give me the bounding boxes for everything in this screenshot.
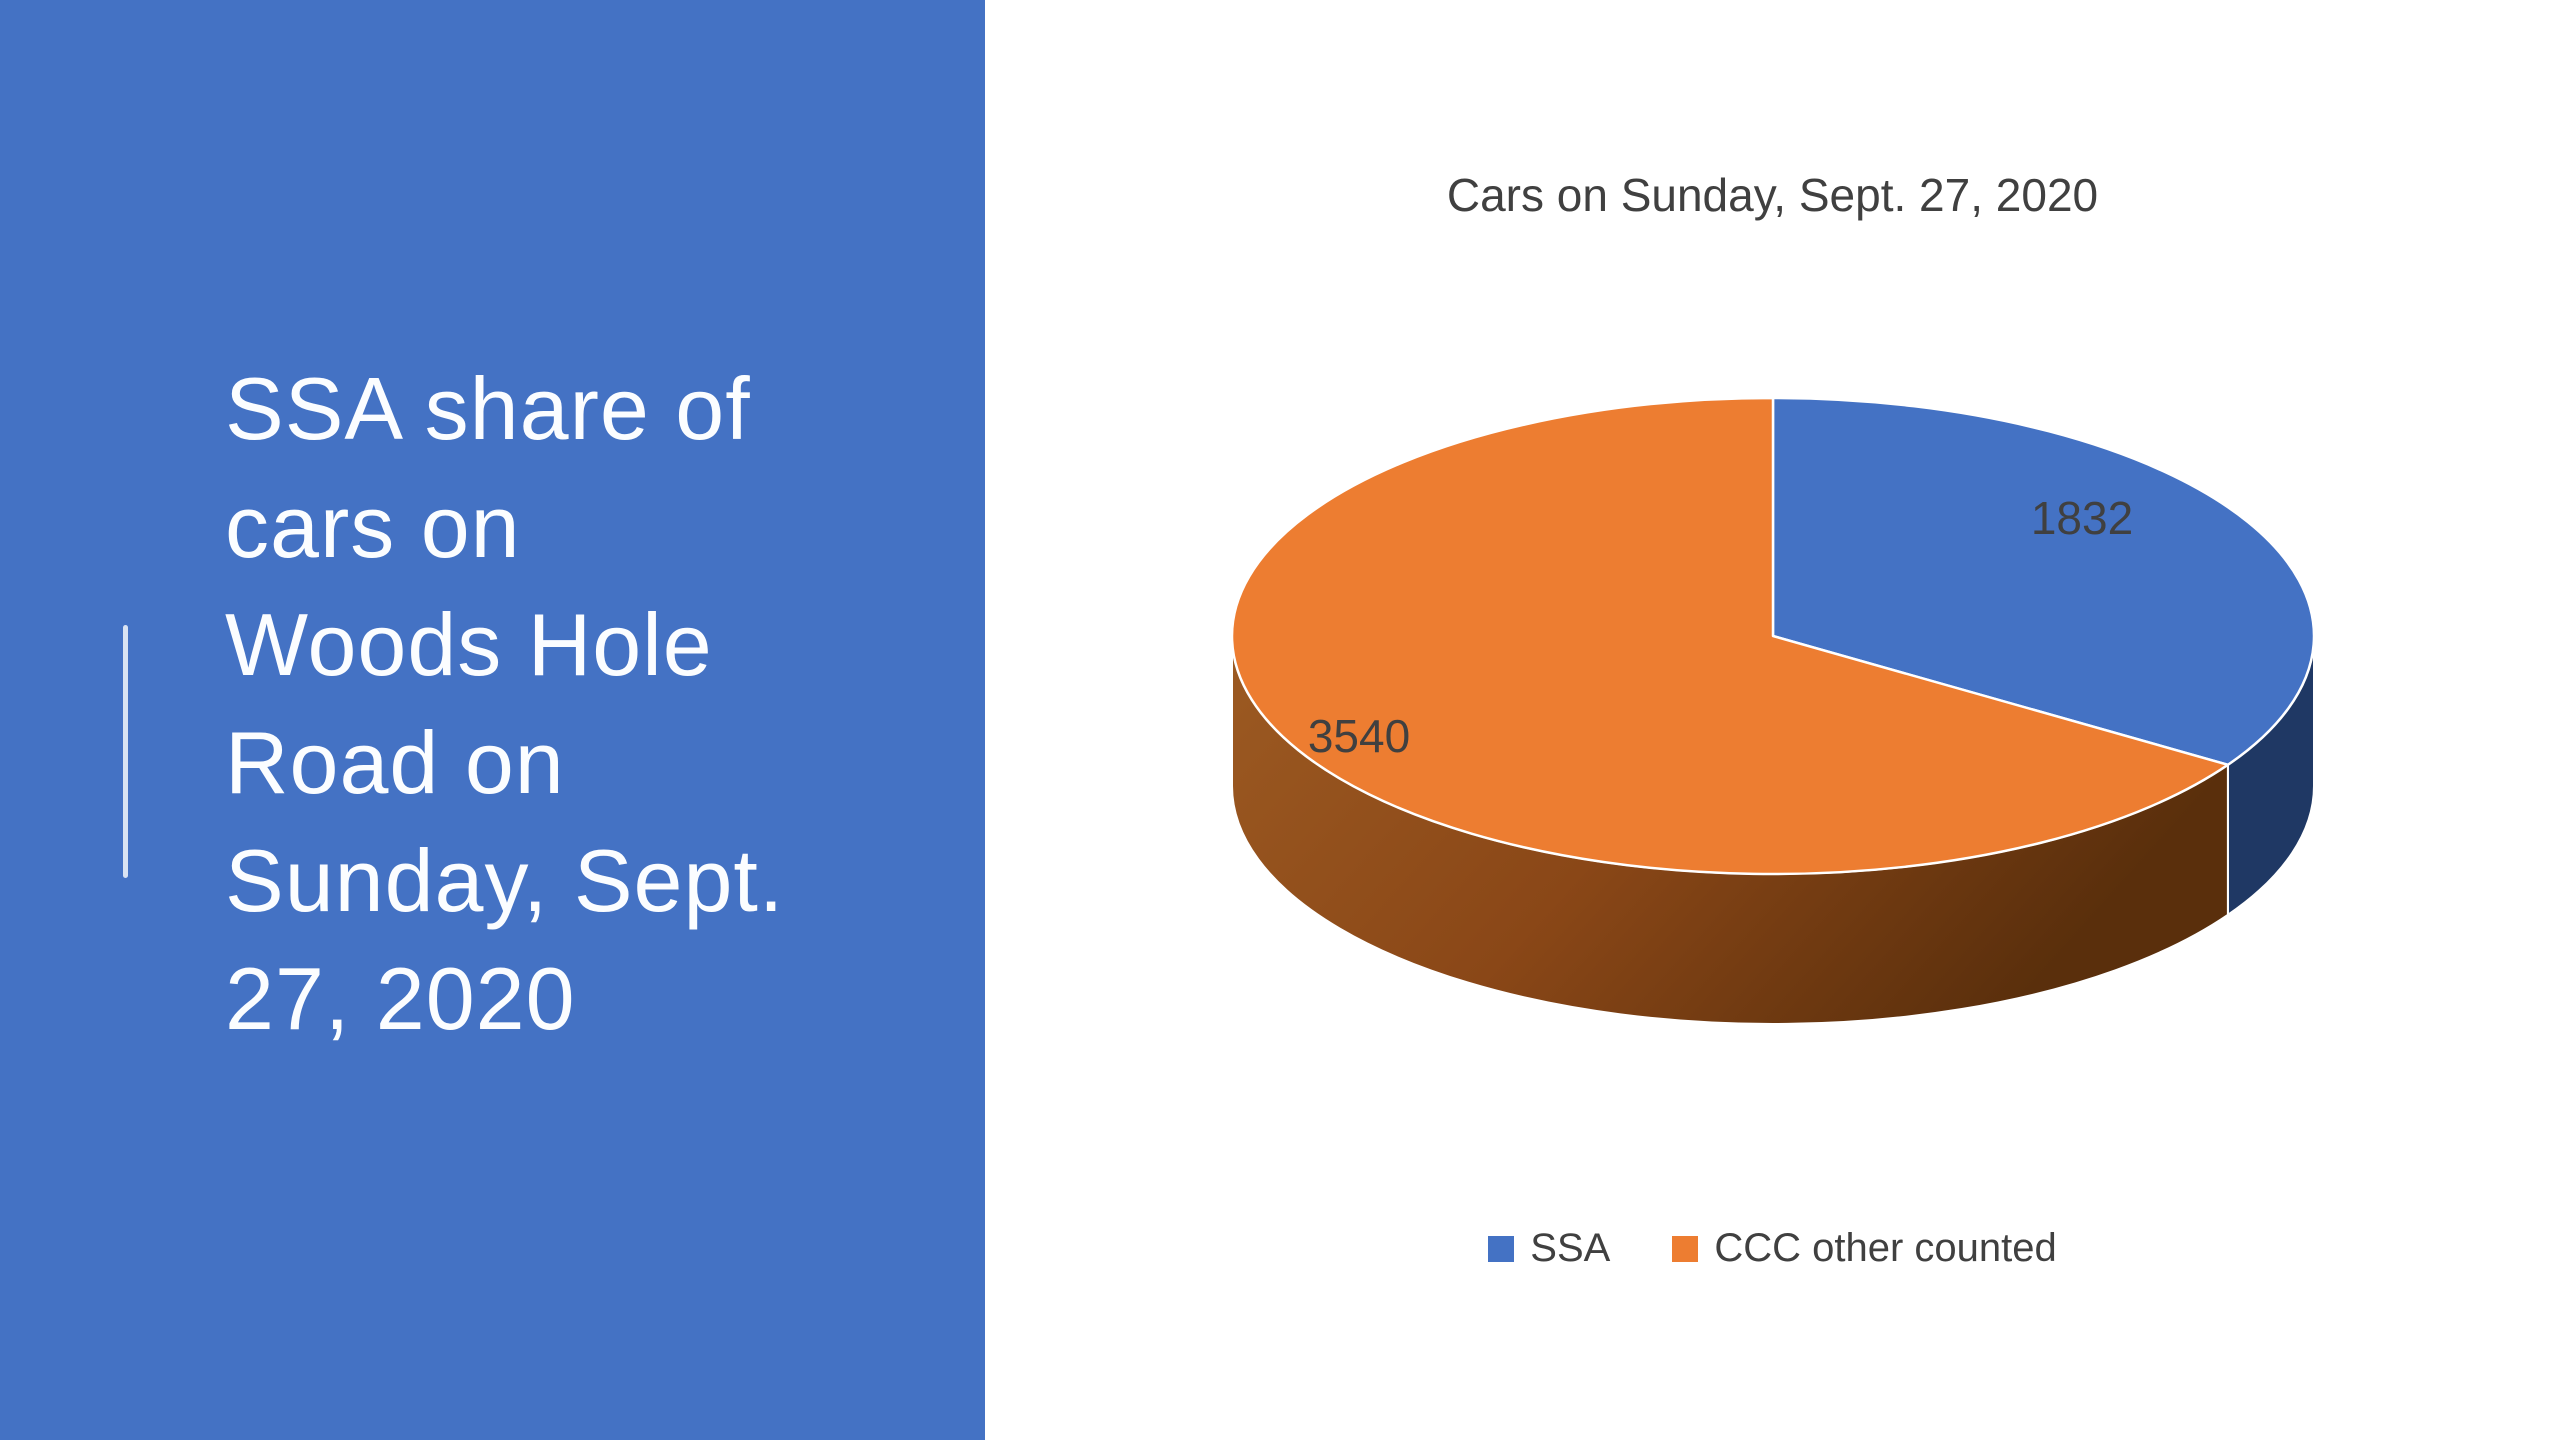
slide-title-line: SSA share of [225, 359, 751, 458]
slide-title-line: Road on [225, 713, 565, 812]
pie-chart: 1832 3540 [1230, 396, 2316, 1025]
title-accent-bar [123, 625, 128, 878]
legend-item-ccc-other-counted: CCC other counted [1672, 1226, 2057, 1271]
slide-title: SSA share of cars on Woods Hole Road on … [225, 350, 784, 1058]
legend-label-ssa: SSA [1530, 1226, 1611, 1270]
pie-slice-ccc-other-counted [1230, 396, 2230, 876]
legend-swatch-ssa [1488, 1235, 1515, 1262]
slide-title-line: cars on [225, 477, 521, 576]
slide-title-line: 27, 2020 [225, 949, 576, 1048]
pie-data-label-ccc-other-counted: 3540 [1308, 710, 1410, 762]
legend-label-ccc-other-counted: CCC other counted [1714, 1226, 2057, 1270]
title-panel: SSA share of cars on Woods Hole Road on … [0, 0, 985, 1440]
legend-swatch-ccc-other-counted [1672, 1235, 1699, 1262]
legend-item-ssa: SSA [1488, 1226, 1610, 1271]
slide-title-line: Woods Hole [225, 595, 713, 694]
chart-title: Cars on Sunday, Sept. 27, 2020 [1446, 169, 2099, 221]
chart-legend: SSA CCC other counted [985, 1226, 2560, 1271]
chart-area: Cars on Sunday, Sept. 27, 2020 1832 3540 … [985, 0, 2560, 1440]
slide-title-line: Sunday, Sept. [225, 831, 785, 930]
pie-data-label-ssa: 1832 [2031, 492, 2133, 544]
